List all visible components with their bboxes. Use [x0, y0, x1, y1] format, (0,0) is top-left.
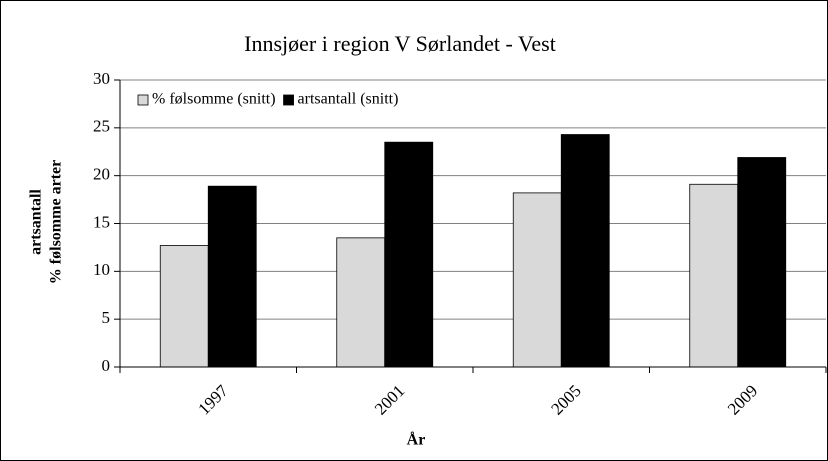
legend-swatch: [137, 94, 149, 106]
bar: [512, 192, 562, 368]
legend-label: artsantall (snitt): [298, 91, 399, 108]
y-tick-label: 20: [93, 165, 110, 184]
y-tick-label: 0: [102, 356, 111, 375]
y-axis-label-line: artsantall: [28, 189, 45, 255]
bar: [689, 183, 739, 368]
bar: [737, 157, 787, 368]
y-tick-label: 25: [93, 117, 110, 136]
legend: % følsomme (snitt) artsantall (snitt): [137, 91, 399, 108]
chart-title: Innsjøer i region V Sørlandet - Vest: [244, 31, 556, 56]
legend-swatch: [283, 94, 294, 106]
bar: [336, 237, 386, 368]
legend-label: % følsomme (snitt): [152, 91, 276, 108]
bar: [560, 134, 610, 368]
y-tick-label: 30: [93, 69, 110, 88]
bar: [384, 141, 434, 368]
bar: [207, 185, 257, 368]
y-tick-label: 5: [102, 308, 111, 327]
y-tick-label: 10: [93, 260, 110, 279]
y-axis-label-line: % følsomme arter: [48, 160, 65, 284]
y-tick-label: 15: [93, 212, 110, 231]
bar: [159, 245, 209, 368]
x-axis-label: År: [407, 431, 426, 449]
y-axis-label: artsantall % følsomme arter: [28, 160, 65, 284]
